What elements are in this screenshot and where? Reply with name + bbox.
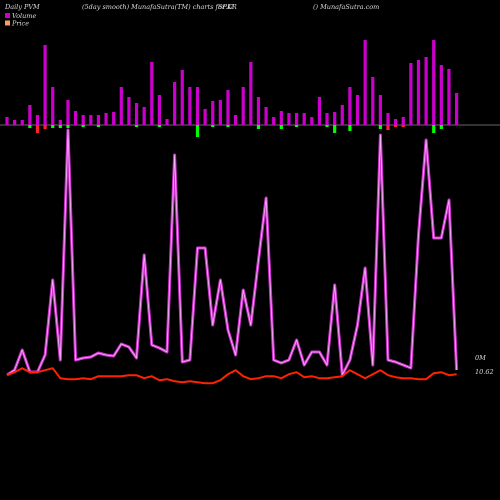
volume-bar (363, 40, 367, 125)
volume-bar (416, 60, 421, 125)
volume-bar (66, 100, 70, 125)
volume-down-bar (279, 125, 283, 129)
volume-down-bar (211, 125, 215, 127)
volume-bar (165, 119, 169, 125)
legend-label: Price (11, 20, 29, 28)
volume-bar (317, 97, 322, 125)
volume-bar (401, 117, 405, 125)
volume-bar (447, 69, 451, 125)
volume-bar (378, 95, 382, 125)
chart-subtitle: (5day smooth) MunafaSutra(TM) charts for… (82, 3, 237, 11)
volume-bar (28, 105, 32, 125)
volume-down-bar (432, 125, 436, 133)
annotation: 0M (475, 354, 486, 362)
annotation: 10.62 (475, 368, 494, 376)
volume-bar (340, 105, 344, 125)
volume-bar (272, 117, 276, 125)
volume-bar (264, 107, 268, 125)
volume-bar (127, 97, 131, 125)
volume-bar (173, 82, 177, 125)
price-line (6, 367, 457, 385)
volume-down-bar (35, 125, 40, 133)
volume-bar (104, 113, 108, 125)
volume-down-bar (51, 125, 55, 128)
volume-down-bar (43, 125, 47, 129)
volume-bar (294, 113, 299, 125)
volume-down-bar (378, 125, 382, 129)
volume-bar (150, 62, 154, 125)
volume-bar (73, 111, 78, 125)
volume-down-bar (157, 125, 161, 127)
volume-bar (454, 93, 459, 125)
volume-down-bar (294, 125, 299, 127)
volume-bar (51, 87, 55, 125)
volume-bar (234, 115, 238, 125)
volume-bar (157, 95, 161, 125)
volume-down-bar (325, 125, 329, 127)
volume-down-bar (348, 125, 352, 131)
source: () MunafaSutra.com (313, 3, 379, 11)
volume-bar (371, 77, 375, 125)
volume-down-bar (66, 125, 70, 128)
volume-bar (424, 57, 428, 125)
volume-down-bar (58, 125, 62, 128)
volume-down-bar (96, 125, 101, 127)
volume-bar (211, 101, 215, 125)
volume-down-bar (394, 125, 398, 127)
volume-bar (142, 107, 146, 125)
chart-title: Daily PVM (4, 3, 40, 11)
volume-bar (355, 95, 360, 125)
volume-down-bar (439, 125, 443, 129)
volume-bar (35, 115, 40, 125)
volume-bar (195, 87, 200, 125)
volume-bar (310, 117, 314, 125)
volume-bar (218, 100, 222, 125)
volume-down-bar (28, 125, 32, 128)
volume-bar (386, 113, 390, 125)
volume-bar (249, 62, 253, 125)
volume-bar (134, 103, 139, 125)
volume-bar (333, 112, 337, 125)
volume-bar (81, 115, 85, 125)
volume-bar (43, 45, 47, 125)
volume-down-bar (226, 125, 230, 127)
volume-bar (409, 63, 413, 125)
legend-swatch (5, 13, 10, 18)
volume-bar (119, 87, 123, 125)
volume-bar (302, 113, 306, 125)
volume-down-bar (386, 125, 390, 130)
volume-bar (96, 115, 101, 125)
volume-bar (112, 112, 116, 125)
volume-bar (256, 97, 261, 125)
volume-bar (13, 120, 17, 125)
volume-bar (89, 115, 93, 125)
volume-bar (180, 70, 184, 125)
volume-bar (439, 65, 443, 125)
volume-bar (20, 120, 24, 125)
volume-bar (241, 87, 245, 125)
volume-bar (325, 113, 329, 125)
volume-bar (348, 87, 352, 125)
volume-down-bar (333, 125, 337, 133)
pvm-line-highlight (6, 129, 457, 376)
volume-bar (58, 120, 62, 125)
legend-swatch (5, 20, 10, 26)
legend-label: Volume (12, 12, 36, 20)
volume-down-bar (195, 125, 200, 137)
volume-bar (5, 117, 9, 125)
volume-bar (279, 111, 283, 125)
volume-down-bar (401, 125, 405, 127)
volume-down-bar (134, 125, 139, 127)
volume-bar (203, 109, 207, 125)
volume-bar (188, 87, 192, 125)
symbol: SP.U (218, 3, 234, 11)
volume-bar (432, 40, 436, 125)
volume-down-bar (256, 125, 261, 129)
volume-bar (226, 90, 230, 125)
volume-bar (394, 119, 398, 125)
volume-down-bar (81, 125, 85, 127)
volume-bar (287, 113, 291, 125)
